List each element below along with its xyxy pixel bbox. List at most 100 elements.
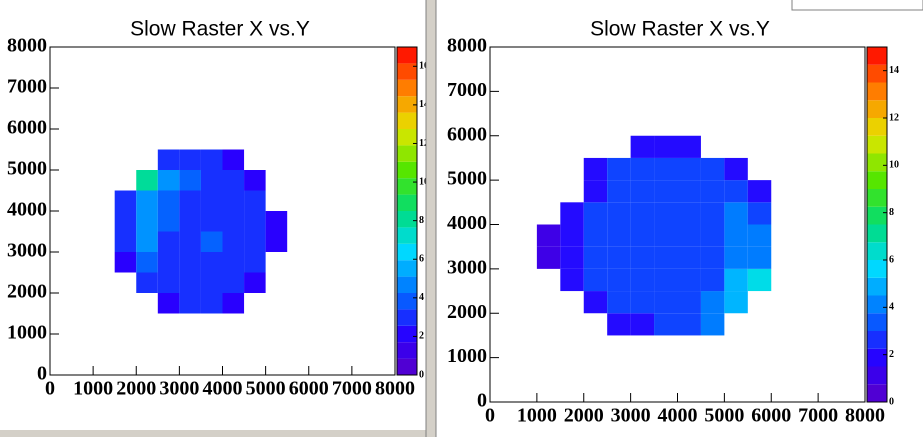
colorbar-band (867, 295, 887, 314)
bin (677, 224, 701, 247)
bin (244, 170, 266, 191)
colorbar-band (867, 171, 887, 189)
bin (244, 252, 266, 273)
colorbar-band (867, 47, 887, 65)
colorbar-band (867, 331, 887, 349)
bin (560, 246, 584, 269)
bin (200, 149, 223, 170)
bin (222, 293, 245, 314)
colorbar-band (397, 227, 417, 244)
x-tick-label: 4000 (658, 405, 698, 427)
bin (536, 246, 561, 269)
colorbar-band (397, 63, 417, 80)
bin (179, 211, 201, 232)
bin (136, 252, 158, 273)
z-tick-label: 2 (889, 349, 894, 360)
z-tick-label: 6 (889, 254, 894, 265)
x-tick-label: 1000 (73, 378, 113, 400)
z-tick-label: 0 (419, 369, 424, 380)
bin (200, 293, 223, 314)
bin (607, 202, 631, 225)
colorbar-band (867, 313, 887, 331)
bin (630, 157, 655, 181)
z-tick-label: 10 (419, 176, 429, 187)
bin (114, 190, 137, 211)
bin (630, 180, 655, 203)
bin (654, 224, 678, 247)
bin (607, 157, 631, 181)
x-tick-label: 4000 (203, 378, 243, 400)
bin (157, 170, 180, 191)
bin (222, 231, 245, 252)
x-tick-label: 3000 (611, 405, 651, 427)
y-tick-label: 1000 (447, 345, 487, 367)
y-tick-label: 5000 (447, 168, 487, 190)
bin (630, 268, 655, 292)
bin (747, 224, 772, 247)
bin (724, 246, 748, 269)
colorbar-band (397, 194, 417, 211)
x-tick-label: 5000 (704, 405, 744, 427)
bin (724, 268, 748, 292)
colorbar-band (867, 224, 887, 243)
colorbar-band (867, 64, 887, 83)
bin (677, 180, 701, 203)
colorbar-band (397, 342, 417, 359)
bin (583, 224, 608, 247)
bin (630, 224, 655, 247)
colorbar-band (867, 242, 887, 260)
bin (630, 291, 655, 314)
z-tick-label: 0 (889, 396, 894, 407)
x-tick-label: 6000 (289, 378, 329, 400)
bin (607, 313, 631, 336)
z-tick-label: 12 (419, 138, 429, 149)
bin (677, 268, 701, 292)
bin (536, 224, 561, 247)
z-tick-label: 12 (889, 112, 899, 123)
bin (200, 252, 223, 273)
z-tick-label: 6 (419, 254, 424, 265)
z-tick-label: 2 (419, 331, 424, 342)
chart-title: Slow Raster X vs.Y (130, 18, 310, 41)
bin (179, 170, 201, 191)
z-tick-label: 8 (419, 215, 424, 226)
bin (607, 268, 631, 292)
bin (583, 157, 608, 181)
divider (426, 0, 436, 437)
colorbar-band (397, 112, 417, 129)
colorbar-band (397, 325, 417, 343)
z-tick-label: 16 (419, 61, 429, 72)
bin (179, 252, 201, 273)
bin (747, 202, 772, 225)
bin (222, 190, 245, 211)
y-tick-label: 0 (37, 363, 47, 385)
bin (222, 149, 245, 170)
colorbar-band (397, 243, 417, 261)
y-tick-label: 8000 (7, 35, 47, 57)
title-box (112, 12, 328, 46)
bin (654, 180, 678, 203)
x-tick-label: 5000 (246, 378, 286, 400)
bin (654, 246, 678, 269)
bin (244, 272, 266, 293)
x-tick-label: 2000 (116, 378, 156, 400)
colorbar-band (397, 145, 417, 162)
bin (677, 157, 701, 181)
colorbar-band (397, 293, 417, 310)
bin (157, 272, 180, 293)
y-tick-label: 8000 (447, 35, 487, 57)
x-tick-label: 7000 (798, 405, 838, 427)
bin (677, 313, 701, 336)
z-tick-label: 14 (419, 99, 429, 110)
bin (630, 135, 655, 158)
bin (747, 180, 772, 203)
bin (607, 224, 631, 247)
x-tick-label: 6000 (751, 405, 791, 427)
bin (607, 180, 631, 203)
bin (583, 202, 608, 225)
bin (583, 268, 608, 292)
y-tick-label: 1000 (7, 322, 47, 344)
colorbar-frame (396, 46, 418, 376)
bin (677, 135, 701, 158)
